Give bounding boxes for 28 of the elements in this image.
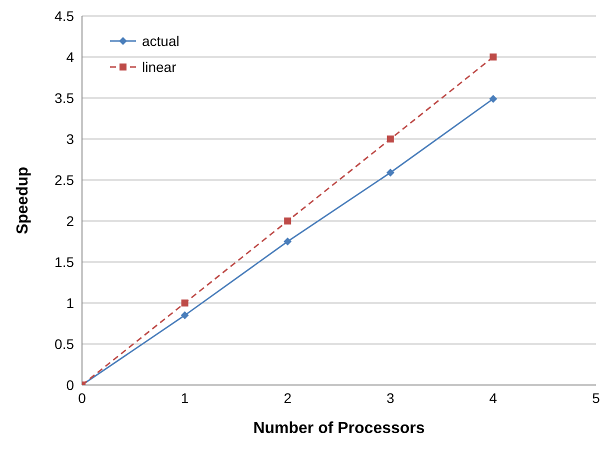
y-tick-label: 3	[66, 130, 74, 147]
x-tick-label: 0	[78, 390, 86, 406]
legend-label: linear	[142, 58, 176, 77]
point	[284, 238, 292, 246]
point	[386, 136, 394, 142]
legend-label: actual	[142, 32, 180, 51]
x-tick-label: 5	[592, 390, 600, 406]
y-tick-label: 1.5	[54, 254, 74, 270]
point	[181, 300, 188, 306]
y-tick-label: 0	[66, 376, 74, 393]
x-tick-label: 3	[386, 390, 394, 406]
point	[386, 168, 394, 177]
y-tick-label: 2	[66, 212, 74, 229]
y-tick-label: 3.5	[54, 90, 74, 106]
x-tick-label: 1	[180, 390, 189, 406]
point	[490, 54, 497, 60]
y-tick-label: 1	[66, 294, 74, 311]
point	[180, 311, 189, 320]
x-axis-title: Number of Processors	[253, 420, 425, 437]
y-tick-label: 4.5	[54, 8, 74, 24]
point	[489, 94, 498, 103]
x-tick-label: 2	[284, 390, 292, 406]
y-axis-title: Speedup	[14, 166, 32, 234]
y-tick-label: 4	[66, 48, 74, 65]
x-tick-label: 4	[489, 390, 498, 406]
y-tick-label: 2.5	[54, 172, 74, 188]
y-tick-label: 0.5	[54, 336, 74, 352]
point	[284, 218, 292, 224]
